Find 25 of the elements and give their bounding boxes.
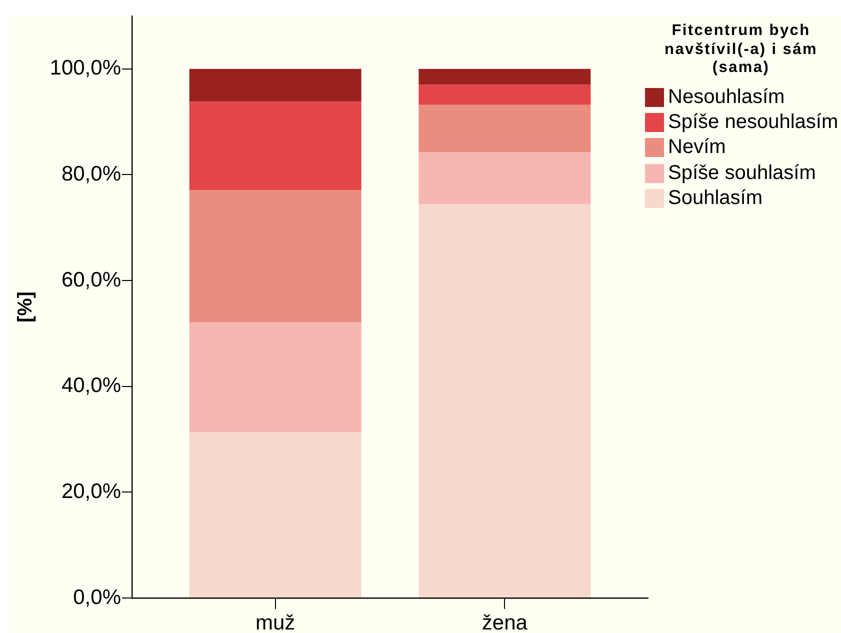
y-tick-label: 40,0% xyxy=(61,374,121,398)
x-tick-label: muž xyxy=(255,611,296,633)
bar xyxy=(418,84,591,105)
y-axis-title: [%] xyxy=(14,291,37,323)
bar xyxy=(189,190,362,322)
legend-title: Fitcentrum bych navštívil(-a) i sám (sama) xyxy=(664,22,818,78)
bar xyxy=(418,104,591,152)
legend-label: Nevím xyxy=(668,136,726,160)
legend-label: Spíše souhlasím xyxy=(668,162,816,185)
bar xyxy=(418,68,591,85)
bar xyxy=(189,322,362,432)
bar xyxy=(189,102,362,190)
legend-label: Spíše nesouhlasím xyxy=(668,110,838,134)
y-tick-label: 60,0% xyxy=(61,268,121,292)
y-tick-label: 0,0% xyxy=(73,586,121,609)
legend-label: Souhlasím xyxy=(668,186,762,210)
bar xyxy=(189,68,362,102)
bar xyxy=(418,204,591,598)
x-tick-label: žena xyxy=(482,611,528,633)
bar xyxy=(418,152,591,204)
y-tick-label: 20,0% xyxy=(61,480,121,503)
bar xyxy=(189,432,362,598)
y-tick-label: 100,0% xyxy=(50,56,121,80)
legend-label: Nesouhlasím xyxy=(668,86,785,109)
y-tick-label: 80,0% xyxy=(61,162,121,186)
